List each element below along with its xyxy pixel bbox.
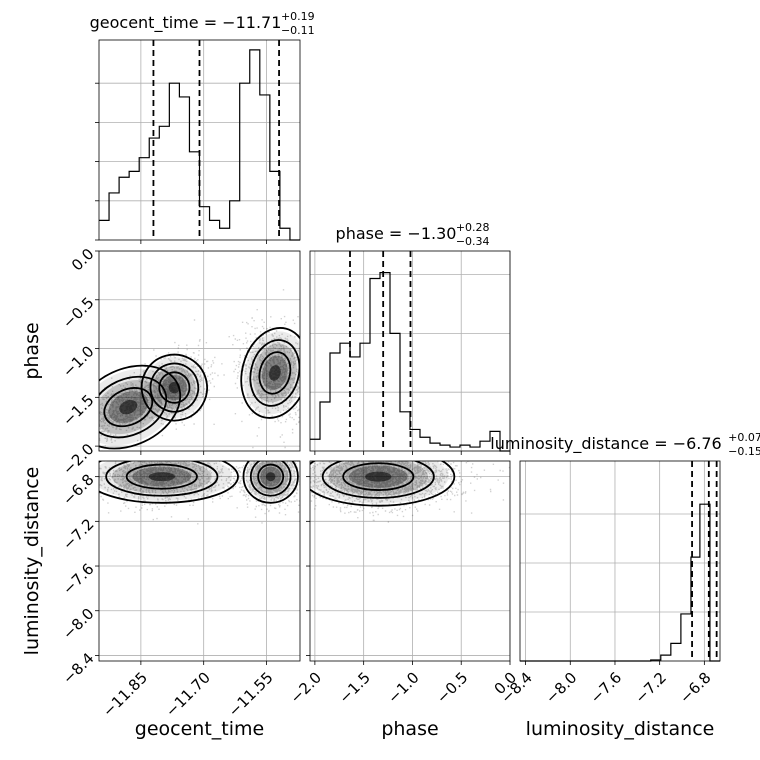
histogram-panel-geocent_time: geocent_time = −11.71 +0.19−0.11: [90, 10, 315, 244]
panel-title-geocent_time: geocent_time = −11.71 +0.19−0.11: [90, 10, 315, 37]
title-text: luminosity_distance = −6.76: [490, 434, 721, 454]
histogram-step-luminosity_distance: [520, 503, 720, 662]
title-lower-error: −0.15: [728, 445, 760, 458]
y-tick-label: −6.8: [59, 470, 97, 508]
histogram-panel-phase: phase = −1.30 +0.28−0.34: [309, 221, 511, 455]
x-axis-label-geocent_time: geocent_time: [135, 718, 264, 740]
joint-content: [310, 461, 510, 661]
title-text: geocent_time = −11.71: [90, 13, 282, 33]
joint-panel-geocent_time-luminosity_distance: [95, 460, 301, 665]
panel-title-luminosity_distance: luminosity_distance = −6.76 +0.07−0.15: [490, 431, 760, 458]
x-tick-label: −7.6: [587, 669, 625, 707]
axis-labels: geocent_time phase luminosity_distancephas…: [21, 322, 714, 740]
y-tick-label: −7.6: [59, 560, 97, 598]
title-text: phase = −1.30: [336, 224, 457, 243]
contour-line-2: [158, 371, 191, 404]
y-tick-label: −0.5: [59, 294, 97, 332]
contour-line-2: [258, 351, 292, 395]
y-tick-label: −8.4: [59, 649, 97, 687]
x-tick-label: −8.0: [542, 669, 580, 707]
y-axis-label-luminosity_distance: luminosity_distance: [21, 467, 43, 656]
x-tick-label: −2.0: [287, 669, 325, 707]
title-lower-error: −0.34: [456, 235, 490, 248]
x-tick-label: −7.2: [631, 669, 669, 707]
density-level-3: [269, 365, 281, 381]
x-tick-label: −11.70: [162, 669, 214, 721]
contour-line-2: [342, 462, 415, 491]
title-upper-error: +0.19: [281, 10, 315, 23]
histogram-panel-luminosity_distance: luminosity_distance = −6.76 +0.07−0.15: [490, 431, 760, 665]
title-upper-error: +0.28: [456, 221, 490, 234]
x-tick-label: −6.8: [676, 669, 714, 707]
contour-line-0: [140, 353, 208, 422]
joint-panel-geocent_time-phase: [95, 250, 301, 455]
panel-frame: [519, 460, 721, 662]
contour-line-1: [249, 461, 292, 497]
contour-line-1: [249, 339, 300, 407]
title-lower-error: −0.11: [281, 24, 315, 37]
contour-line-0: [240, 327, 300, 419]
histogram-step-phase: [310, 272, 510, 452]
y-tick-label: −1.0: [59, 342, 97, 380]
corner-panels: geocent_time = −11.71 +0.19−0.11 phase = −…: [21, 10, 760, 740]
density-level-3: [148, 472, 176, 482]
y-tick-label: −7.2: [59, 515, 97, 553]
density-level-3: [265, 472, 276, 482]
contour-line-0: [242, 461, 299, 504]
contour-line-1: [105, 461, 219, 497]
panel-frame: [98, 460, 301, 662]
x-axis-label-luminosity_distance: luminosity_distance: [526, 718, 715, 740]
contour-line-2: [103, 387, 154, 428]
joint-panel-phase-luminosity_distance: [306, 460, 511, 665]
x-tick-label: −1.0: [384, 669, 422, 707]
contour-line-0: [99, 461, 239, 504]
x-tick-label: −0.5: [433, 669, 471, 707]
contour-line-0: [310, 461, 456, 507]
y-tick-label: −2.0: [59, 440, 97, 478]
y-tick-label: 0.0: [68, 245, 98, 275]
panel-frame: [98, 39, 301, 241]
y-tick-label: −1.5: [59, 391, 97, 429]
title-upper-error: +0.07: [728, 431, 760, 444]
density-level-3: [119, 399, 138, 415]
x-axis-label-phase: phase: [381, 718, 438, 740]
x-tick-label: −1.5: [335, 669, 373, 707]
histogram-step-geocent_time: [99, 49, 300, 241]
x-tick-label: −11.85: [99, 669, 151, 721]
panel-frame: [98, 250, 301, 452]
panel-frame: [309, 460, 511, 662]
x-tick-label: −11.55: [225, 669, 277, 721]
density-level-3: [365, 471, 392, 482]
contour-line-1: [321, 461, 435, 499]
panel-title-phase: phase = −1.30 +0.28−0.34: [336, 221, 490, 248]
contour-line-2: [125, 463, 198, 490]
contour-line-2: [257, 463, 285, 490]
density-level-3: [168, 381, 181, 394]
contour-line-1: [99, 375, 168, 439]
contour-line-1: [149, 362, 200, 413]
panel-frame: [309, 250, 511, 452]
joint-content: [99, 461, 300, 661]
joint-content: [99, 251, 300, 451]
y-tick-label: −8.0: [59, 605, 97, 643]
y-axis-label-phase: phase: [21, 322, 43, 379]
